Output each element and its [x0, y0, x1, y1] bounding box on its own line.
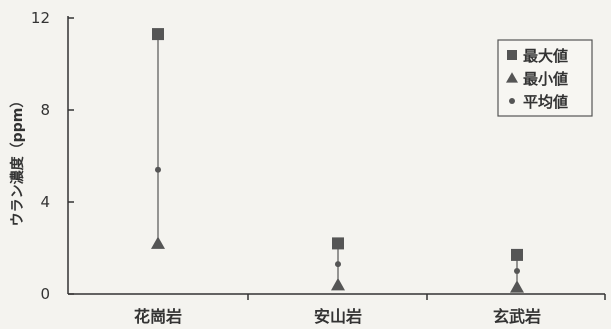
axes	[67, 16, 606, 300]
y-ticks: 0 4 8 12	[31, 9, 74, 303]
point-circle	[335, 261, 341, 268]
point-triangle	[510, 280, 524, 293]
category-label: 花崗岩	[134, 307, 182, 326]
legend-label: 平均値	[523, 93, 568, 111]
point-square	[511, 248, 523, 261]
point-circle	[514, 268, 520, 274]
data-marks	[151, 28, 524, 293]
category-label: 玄武岩	[493, 307, 541, 326]
category-label: 安山岩	[314, 307, 362, 326]
y-axis-label: ウラン濃度（ppm）	[9, 94, 26, 227]
y-tick-label: 8	[40, 101, 50, 119]
legend-marker-triangle	[506, 72, 518, 83]
x-categories: 花崗岩 安山岩 玄武岩	[134, 307, 541, 326]
y-tick-label: 0	[40, 285, 50, 303]
point-square	[152, 28, 164, 41]
y-tick-label: 12	[31, 9, 50, 27]
legend-label: 最小値	[523, 70, 568, 88]
point-square	[332, 237, 344, 250]
legend-marker-circle	[509, 98, 515, 104]
point-triangle	[151, 236, 165, 249]
point-triangle	[331, 277, 345, 291]
point-circle	[155, 166, 161, 173]
y-tick-label: 4	[40, 193, 50, 211]
legend-label: 最大値	[523, 47, 568, 65]
legend-marker-square	[507, 50, 517, 60]
